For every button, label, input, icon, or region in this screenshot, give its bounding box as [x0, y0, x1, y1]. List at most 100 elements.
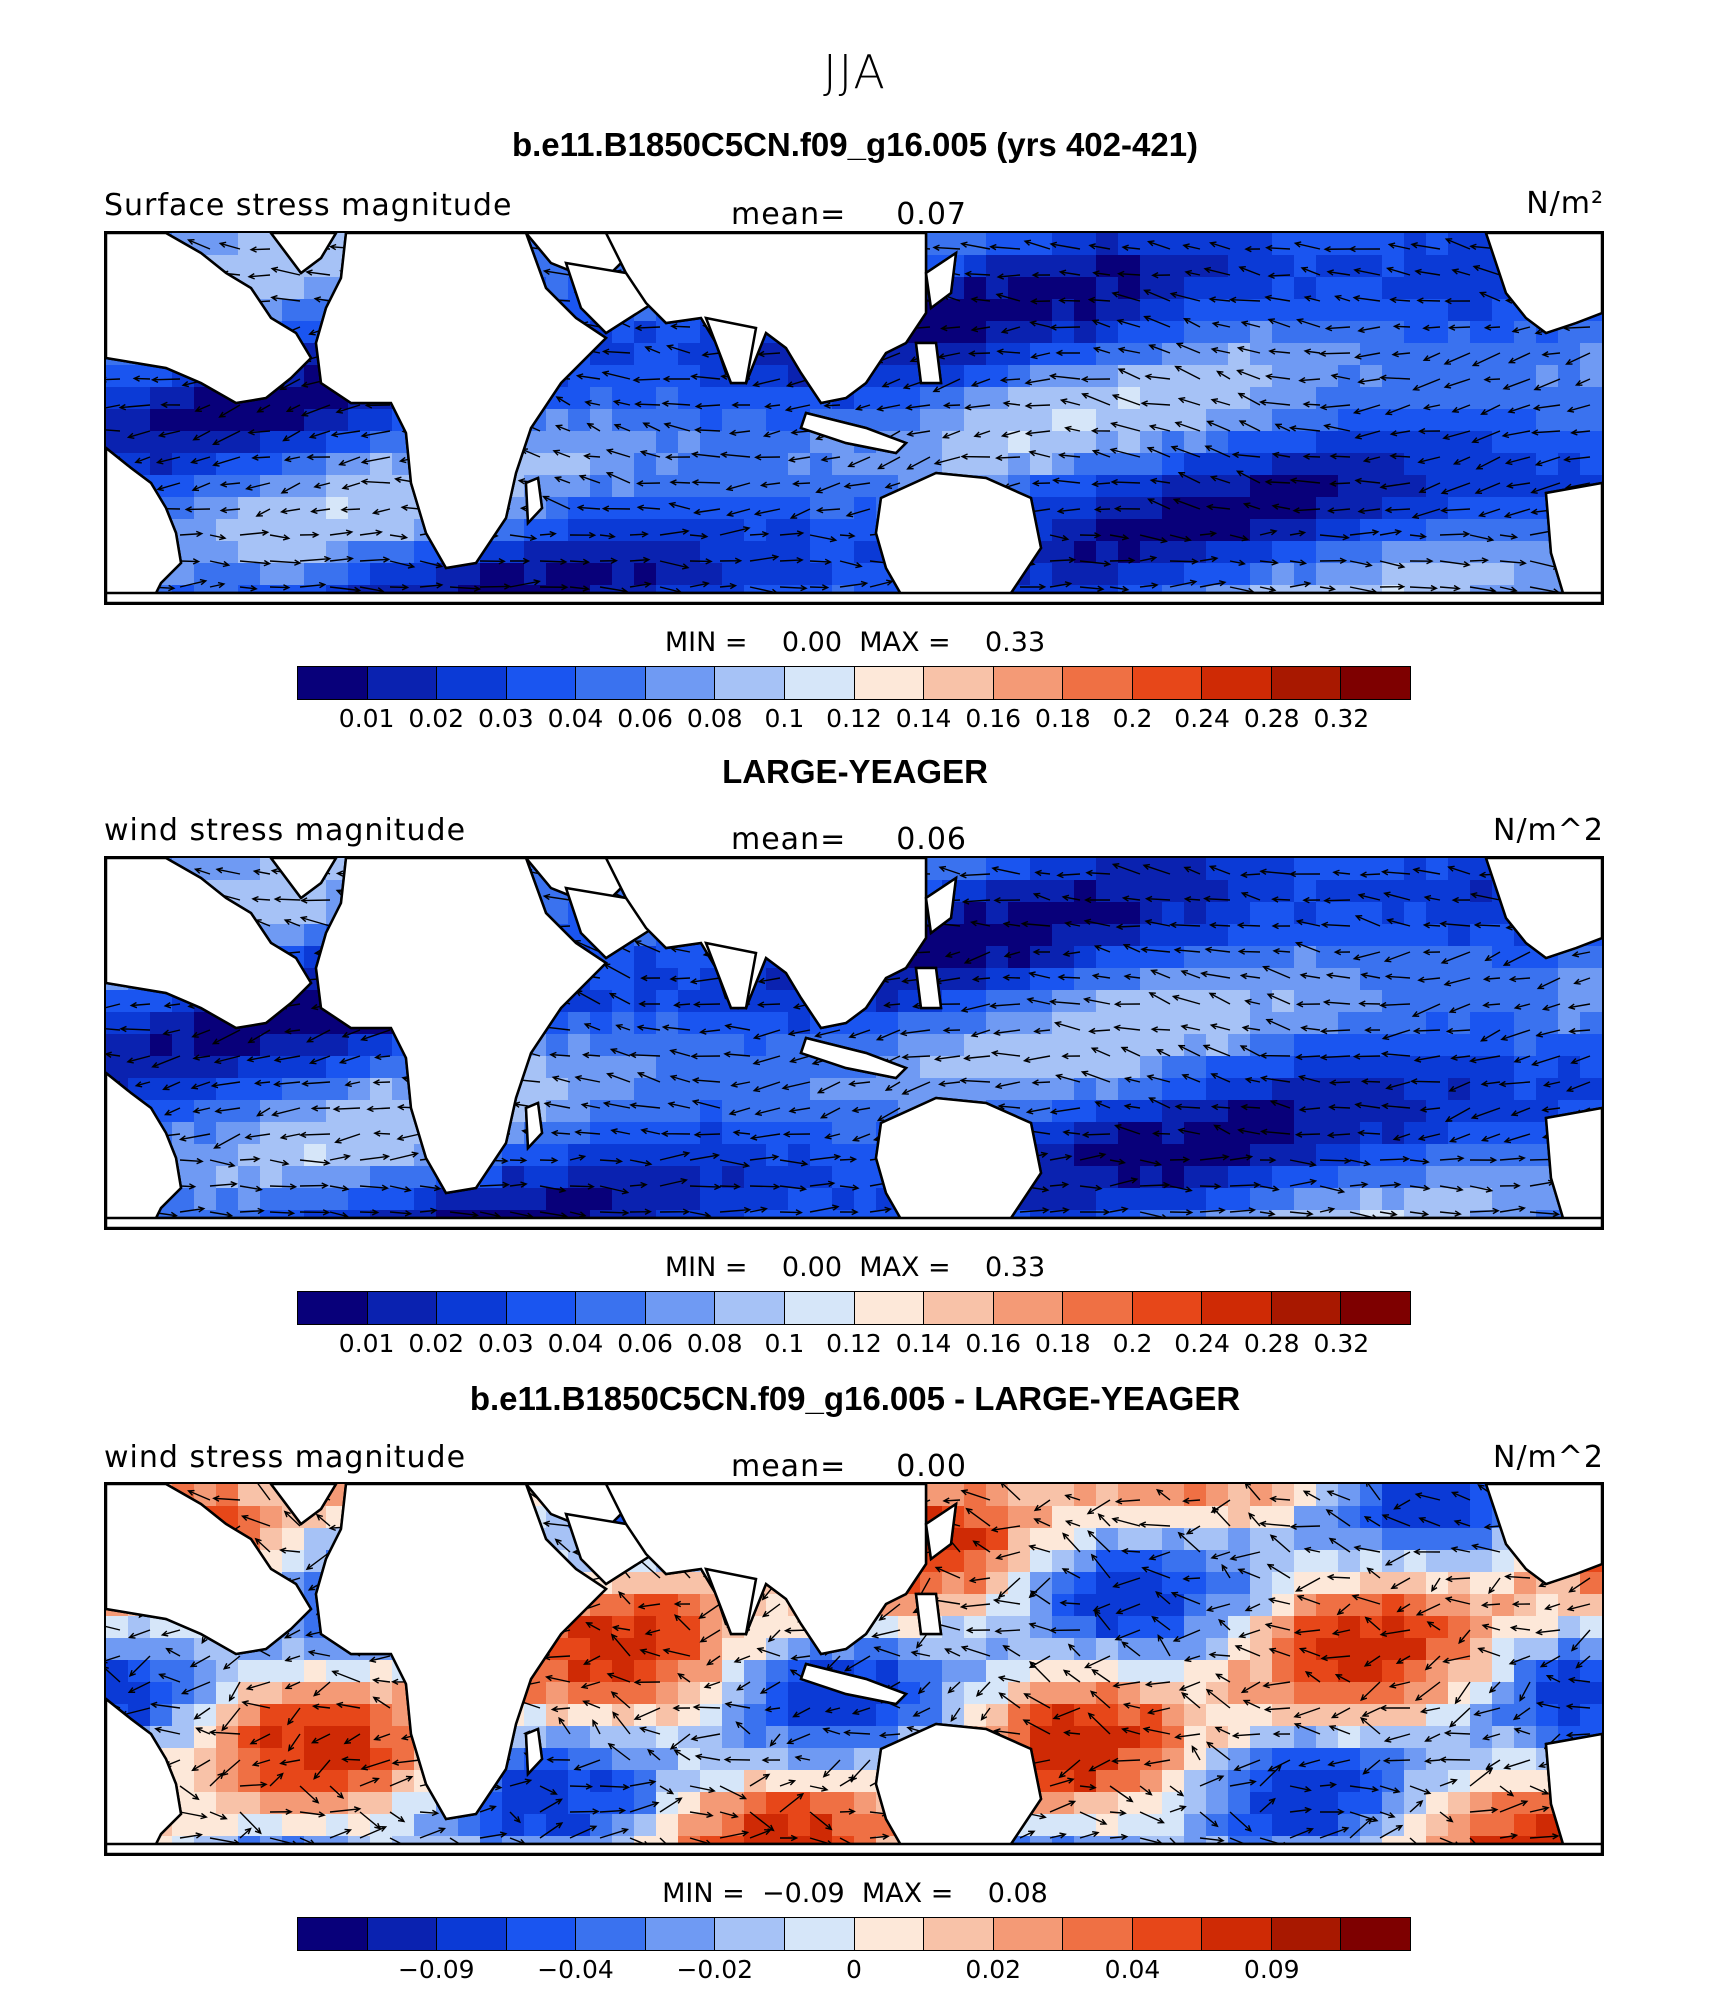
panel-2-title: LARGE-YEAGER — [722, 753, 988, 790]
figure-title: JJA — [823, 45, 887, 99]
colorbar-tick-label: 0.32 — [1313, 704, 1370, 733]
colorbar-swatch — [576, 1292, 646, 1324]
panel-2-map — [104, 856, 1604, 1230]
colorbar-tick-label: 0.04 — [1104, 1955, 1161, 1984]
colorbar-swatch — [715, 1292, 785, 1324]
panel-3-colorbar — [297, 1917, 1411, 1951]
colorbar-swatch — [506, 1918, 577, 1950]
colorbar-swatch — [715, 1918, 785, 1950]
colorbar-swatch — [1063, 667, 1133, 699]
panel-2-units: N/m^2 — [1493, 813, 1604, 848]
colorbar-swatch — [298, 667, 368, 699]
colorbar-swatch — [1341, 1292, 1410, 1324]
colorbar-swatch — [993, 667, 1064, 699]
colorbar-swatch — [367, 1292, 438, 1324]
colorbar-swatch — [1271, 667, 1342, 699]
panel-3-min-value: −0.09 — [761, 1878, 845, 1909]
panel-3-units: N/m^2 — [1493, 1440, 1604, 1475]
colorbar-tick-label: 0.09 — [1243, 1955, 1300, 1984]
panel-1-variable-label: Surface stress magnitude — [104, 188, 513, 223]
panel-2-minmax: MIN = 0.00 MAX = 0.33 — [664, 1252, 1046, 1283]
colorbar-tick-label: 0.28 — [1243, 1329, 1300, 1358]
colorbar-tick-label: 0.03 — [478, 704, 534, 733]
colorbar-swatch — [1132, 1918, 1203, 1950]
colorbar-tick-label: 0.02 — [408, 1329, 465, 1358]
panel-1-colorbar — [297, 666, 1411, 700]
colorbar-swatch — [784, 667, 855, 699]
colorbar-swatch — [854, 1292, 925, 1324]
panel-2-field-svg — [106, 858, 1602, 1228]
colorbar-swatch — [924, 667, 994, 699]
colorbar-tick-label: 0.16 — [965, 1329, 1022, 1358]
colorbar-swatch — [506, 667, 577, 699]
colorbar-swatch — [1271, 1292, 1342, 1324]
colorbar-tick-label: 0.1 — [764, 704, 805, 733]
colorbar-swatch — [1132, 1292, 1203, 1324]
panel-1-map — [104, 231, 1604, 605]
colorbar-swatch — [576, 1918, 646, 1950]
colorbar-swatch — [1341, 1918, 1410, 1950]
colorbar-swatch — [924, 1918, 994, 1950]
panel-3-mean-label: mean= 0.00 — [731, 1449, 968, 1484]
panel-2-variable-label: wind stress magnitude — [104, 813, 467, 848]
colorbar-tick-label: 0.16 — [965, 704, 1022, 733]
colorbar-tick-label: 0.28 — [1243, 704, 1300, 733]
panel-3-mean-value: 0.00 — [896, 1449, 968, 1484]
colorbar-tick-label: 0.12 — [826, 1329, 882, 1358]
colorbar-swatch — [1202, 667, 1272, 699]
colorbar-swatch — [1063, 1292, 1133, 1324]
colorbar-tick-label: 0.24 — [1174, 1329, 1230, 1358]
colorbar-tick-label: 0.06 — [617, 704, 673, 733]
panel-2-min-value: 0.00 — [781, 1252, 843, 1283]
colorbar-swatch — [1202, 1292, 1272, 1324]
colorbar-swatch — [367, 1918, 438, 1950]
colorbar-swatch — [298, 1918, 368, 1950]
colorbar-swatch — [993, 1292, 1064, 1324]
colorbar-tick-label: 0.08 — [686, 1329, 743, 1358]
colorbar-swatch — [506, 1292, 577, 1324]
panel-1-mean-label: mean= 0.07 — [731, 197, 968, 232]
colorbar-swatch — [993, 1918, 1064, 1950]
colorbar-swatch — [437, 667, 507, 699]
colorbar-swatch — [1202, 1918, 1272, 1950]
colorbar-swatch — [645, 667, 716, 699]
panel-3-variable-label: wind stress magnitude — [104, 1440, 467, 1475]
panel-2-colorbar — [297, 1291, 1411, 1325]
colorbar-tick-label: 0.18 — [1035, 704, 1091, 733]
colorbar-tick-label: 0.14 — [895, 1329, 952, 1358]
colorbar-swatch — [645, 1292, 716, 1324]
panel-3-field-svg — [106, 1484, 1602, 1854]
colorbar-tick-label: −0.09 — [397, 1955, 475, 1984]
colorbar-tick-label: 0.03 — [478, 1329, 534, 1358]
colorbar-swatch — [784, 1918, 855, 1950]
panel-3-title: b.e11.B1850C5CN.f09_g16.005 - LARGE-YEAG… — [469, 1380, 1241, 1417]
panel-1-title: b.e11.B1850C5CN.f09_g16.005 (yrs 402-421… — [511, 126, 1199, 163]
panel-1-max-value: 0.33 — [985, 627, 1046, 658]
panel-1-field-svg — [106, 233, 1602, 603]
colorbar-tick-label: 0.2 — [1112, 1329, 1153, 1358]
colorbar-tick-label: −0.04 — [537, 1955, 614, 1984]
colorbar-swatch — [298, 1292, 368, 1324]
colorbar-tick-label: 0.04 — [547, 704, 604, 733]
panel-2-colorbar-ticks: 0.01 0.02 0.03 0.04 0.06 0.08 0.1 0.12 0.14 0.16 0… — [297, 1329, 1411, 1363]
colorbar-swatch — [715, 667, 785, 699]
colorbar-tick-label: 0.02 — [965, 1955, 1022, 1984]
colorbar-swatch — [645, 1918, 716, 1950]
colorbar-tick-label: 0.06 — [617, 1329, 673, 1358]
panel-1-mean-value: 0.07 — [896, 197, 968, 232]
colorbar-swatch — [1132, 667, 1203, 699]
panel-3-map — [104, 1482, 1604, 1856]
panel-1-colorbar-ticks: 0.01 0.02 0.03 0.04 0.06 0.08 0.1 0.12 0.14 0.16 0… — [297, 704, 1411, 738]
colorbar-swatch — [1341, 667, 1410, 699]
panel-2-mean-value: 0.06 — [896, 822, 968, 857]
panel-1-units: N/m² — [1526, 186, 1604, 221]
colorbar-tick-label: 0.12 — [826, 704, 882, 733]
colorbar-tick-label: 0.18 — [1035, 1329, 1091, 1358]
colorbar-tick-label: 0.14 — [895, 704, 952, 733]
panel-3-max-value: 0.08 — [987, 1878, 1048, 1909]
colorbar-swatch — [854, 1918, 925, 1950]
colorbar-swatch — [1063, 1918, 1133, 1950]
colorbar-swatch — [437, 1918, 507, 1950]
colorbar-tick-label: 0 — [846, 1955, 862, 1984]
colorbar-swatch — [367, 667, 438, 699]
